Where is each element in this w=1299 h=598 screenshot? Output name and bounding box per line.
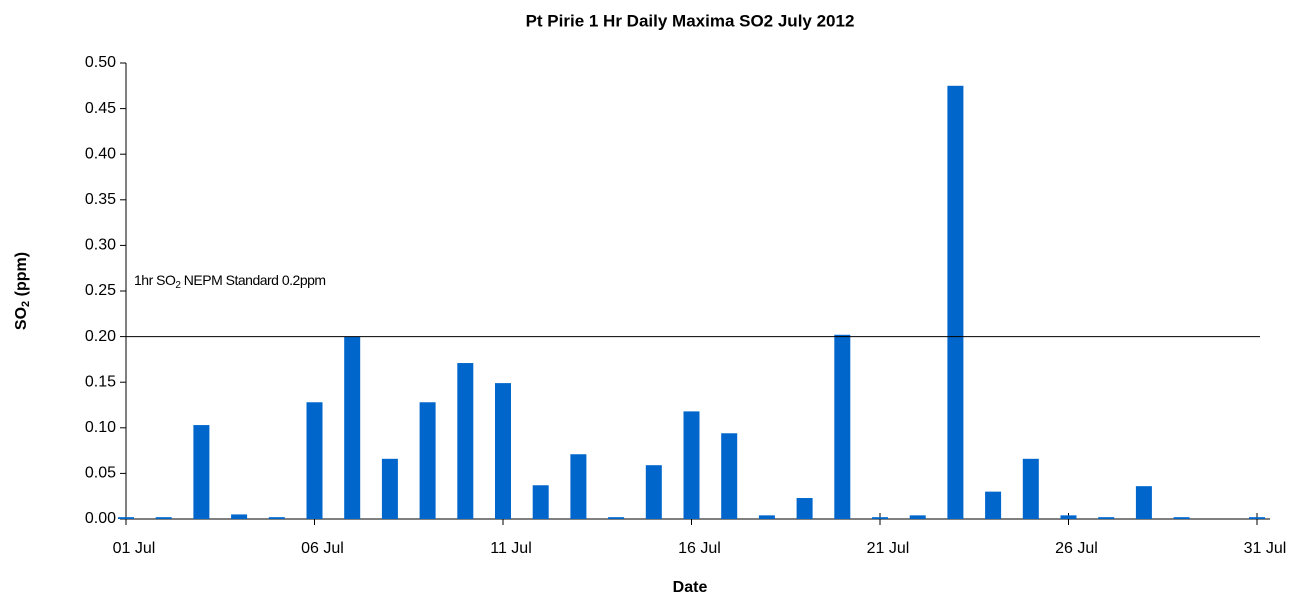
x-tick-label: 26 Jul <box>1055 540 1098 557</box>
x-axis-label: Date <box>673 579 708 596</box>
annotation-text: 1hr SO <box>134 272 176 288</box>
y-label-unit: (ppm) <box>13 252 30 301</box>
bar <box>155 517 172 519</box>
x-tick-label: 21 Jul <box>867 540 910 557</box>
bar <box>1135 486 1152 519</box>
y-tick-label: 0.10 <box>85 419 116 436</box>
bar <box>495 383 511 519</box>
bar <box>1249 517 1265 519</box>
bar <box>381 458 398 519</box>
bar <box>1098 517 1115 519</box>
chart-title: Pt Pirie 1 Hr Daily Maxima SO2 July 2012 <box>526 11 855 30</box>
bar <box>947 85 964 520</box>
y-tick-label: 0.50 <box>85 54 116 71</box>
bar <box>608 517 625 519</box>
bar <box>231 514 248 519</box>
bar <box>1022 458 1039 519</box>
x-tick-label: 11 Jul <box>490 540 532 557</box>
annotation: 1hr SO2 NEPM Standard 0.2ppm <box>134 272 326 291</box>
bar <box>909 515 926 519</box>
bar <box>118 517 134 519</box>
y-label-sub: 2 <box>20 301 32 307</box>
bar <box>985 491 1002 519</box>
y-tick-label: 0.15 <box>85 373 116 390</box>
bar <box>1060 515 1077 519</box>
x-tick-label: 16 Jul <box>678 540 721 557</box>
bar <box>683 411 700 519</box>
y-tick-label: 0.40 <box>85 145 116 162</box>
y-tick-label: 0.35 <box>85 191 116 208</box>
bar <box>457 363 474 519</box>
annotation-sub: 2 <box>175 280 181 291</box>
bar <box>834 334 851 519</box>
bar <box>758 515 775 519</box>
bar <box>268 517 285 519</box>
bar <box>193 425 210 519</box>
bar <box>570 454 587 519</box>
bar <box>796 498 813 519</box>
bar <box>1173 517 1190 519</box>
x-tick-label: 06 Jul <box>301 540 344 557</box>
bar <box>419 402 436 519</box>
y-tick-label: 0.00 <box>85 510 116 527</box>
bar <box>344 336 361 519</box>
x-tick-label: 31 Jul <box>1244 540 1287 557</box>
bar <box>721 433 738 519</box>
y-tick-label: 0.20 <box>85 328 116 345</box>
y-axis-label: SO2 (ppm) <box>13 252 32 330</box>
y-tick-label: 0.45 <box>85 100 116 117</box>
x-tick-label: 01 Jul <box>113 540 156 557</box>
y-label-main: SO <box>13 307 30 330</box>
annotation-rest: NEPM Standard 0.2ppm <box>180 272 325 288</box>
y-tick-label: 0.05 <box>85 465 116 482</box>
bar <box>306 402 323 519</box>
bar <box>645 465 662 519</box>
y-tick-label: 0.25 <box>85 282 116 299</box>
bar <box>532 485 549 519</box>
y-tick-label: 0.30 <box>85 237 116 254</box>
bar <box>872 517 888 519</box>
